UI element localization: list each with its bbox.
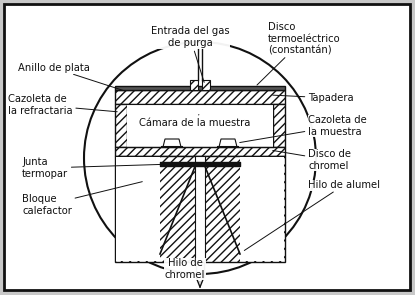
Text: Entrada del gas
de purga: Entrada del gas de purga bbox=[151, 26, 229, 82]
Text: Hilo de
chromel: Hilo de chromel bbox=[165, 258, 205, 282]
Bar bbox=[115, 156, 285, 262]
Text: Hilo de alumel: Hilo de alumel bbox=[244, 180, 380, 250]
Circle shape bbox=[84, 42, 316, 274]
Bar bbox=[115, 90, 285, 104]
Text: Cazoleta de
la muestra: Cazoleta de la muestra bbox=[240, 115, 367, 142]
Bar bbox=[240, 157, 284, 261]
Text: Bloque
calefactor: Bloque calefactor bbox=[22, 182, 142, 216]
Text: Tapadera: Tapadera bbox=[273, 93, 354, 103]
Text: Junta
termopar: Junta termopar bbox=[22, 157, 172, 179]
Bar bbox=[115, 86, 285, 90]
Bar bbox=[273, 104, 285, 147]
Text: Disco
termoeléctrico
(constantán): Disco termoeléctrico (constantán) bbox=[257, 22, 341, 85]
Text: Anillo de plata: Anillo de plata bbox=[18, 63, 125, 91]
Polygon shape bbox=[163, 139, 181, 147]
Bar bbox=[190, 80, 198, 90]
Bar bbox=[127, 104, 273, 147]
Text: Disco de
chromel: Disco de chromel bbox=[273, 149, 351, 171]
Bar bbox=[115, 147, 285, 156]
Text: Cámara de la muestra: Cámara de la muestra bbox=[139, 114, 251, 128]
Bar bbox=[116, 157, 160, 261]
Bar bbox=[115, 104, 127, 147]
Bar bbox=[195, 156, 205, 262]
Polygon shape bbox=[219, 139, 237, 147]
Bar bbox=[202, 80, 210, 90]
Text: Cazoleta de
la refractaria: Cazoleta de la refractaria bbox=[8, 94, 117, 116]
